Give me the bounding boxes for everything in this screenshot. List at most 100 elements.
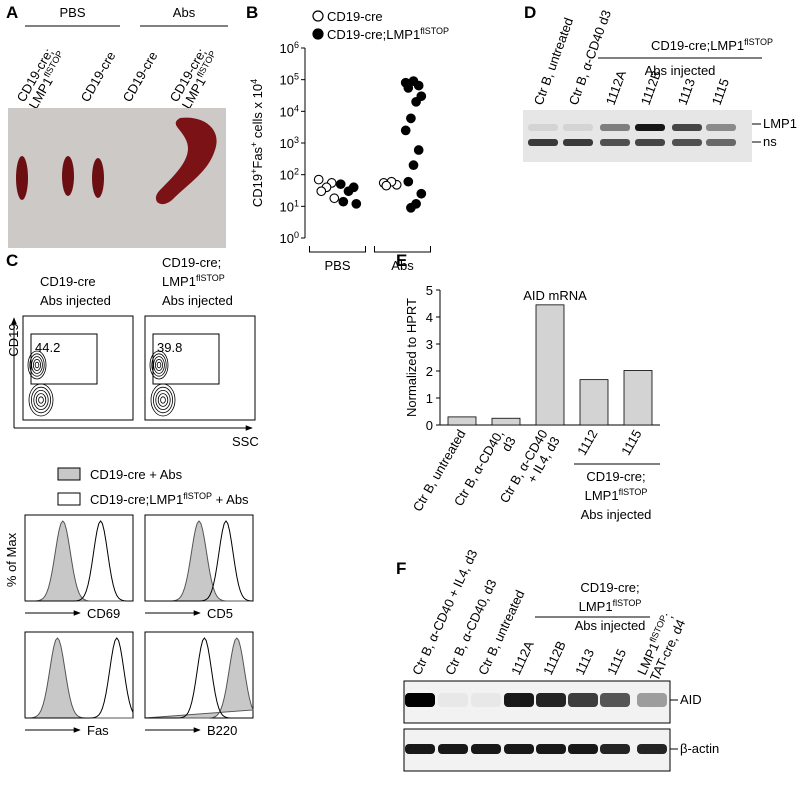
point (403, 83, 414, 93)
rotated-label: CD19 (6, 323, 21, 356)
panel-label: B (246, 3, 258, 22)
y-tick-base: 10 (280, 104, 294, 119)
rotated-label: CD19-cre (120, 49, 161, 105)
contour (27, 350, 47, 380)
y-tick-label: 2 (426, 364, 433, 379)
rotated-label: 1113 (675, 77, 698, 108)
header-label: CD19-cre;LMP1flSTOP (651, 37, 773, 53)
point (343, 186, 354, 197)
band (637, 693, 667, 707)
y-tick-label: 100 (280, 230, 299, 246)
y-tick-label: 104 (280, 103, 299, 119)
x-tick-label: d3 (498, 434, 518, 454)
contour (155, 389, 171, 410)
header-label-part: CD19-cre;LMP1 (651, 38, 744, 53)
gate-value: 44.2 (35, 340, 60, 355)
header-label-sup: flSTOP (613, 598, 642, 608)
legend-label: CD19-cre;LMP1flSTOP + Abs (90, 491, 249, 507)
category-bracket (374, 246, 431, 253)
legend-label: CD19-cre (327, 9, 383, 24)
band-label: ns (763, 134, 777, 149)
band (504, 693, 534, 707)
panel-label: D (524, 3, 536, 22)
rotated-label: CD19+Fas+ cells x 104 (249, 79, 265, 207)
contour (154, 358, 163, 371)
header-label-sup: flSTOP (744, 37, 773, 47)
y-axis-label-sup: 4 (249, 79, 259, 84)
y-tick-label: 106 (280, 40, 299, 56)
contour (33, 389, 49, 410)
contour (33, 358, 42, 371)
bar (623, 370, 653, 426)
band (438, 693, 468, 707)
lane-label: 1115 (709, 77, 732, 108)
point (403, 176, 414, 187)
plot-frame (24, 631, 134, 719)
y-axis-label-part: cells x 10 (250, 84, 265, 142)
chart-title: AID mRNA (523, 288, 587, 303)
axis-label: SSC (232, 434, 259, 449)
y-tick-exp: 3 (294, 135, 299, 145)
group-label: PBS (59, 5, 85, 20)
plot-title: LMP1flSTOP (162, 273, 225, 289)
y-axis-label-sup: + (249, 142, 259, 147)
point (408, 160, 419, 170)
contour (29, 353, 45, 377)
spleen (62, 156, 74, 196)
contour (150, 383, 176, 417)
panel-label: C (6, 251, 18, 270)
y-tick-label: 105 (280, 72, 299, 88)
band (563, 124, 593, 131)
point (338, 196, 349, 207)
point (411, 96, 421, 107)
rotated-label: 1113 (572, 646, 597, 677)
histogram-control (24, 637, 133, 719)
point (406, 113, 416, 124)
band (600, 139, 630, 146)
marker-label: Fas (87, 723, 109, 738)
y-tick-base: 10 (280, 136, 294, 151)
contour (157, 393, 169, 407)
plot-title: CD19-cre; (162, 255, 221, 270)
contour (30, 386, 52, 414)
blot (523, 110, 752, 162)
y-tick-label: 4 (426, 310, 433, 325)
group-label: CD19-cre; (586, 469, 645, 484)
histogram-lmp1 (145, 637, 253, 719)
x-tick-label: 1112 (574, 427, 600, 458)
y-tick-exp: 5 (294, 72, 299, 82)
point (316, 186, 327, 197)
rotated-label: 1112A (508, 638, 537, 677)
lane-label-part: ; (661, 611, 676, 621)
rotated-label: 1112 (574, 427, 600, 458)
axis-label: % of Max (4, 532, 19, 587)
y-axis-label-part: CD19 (250, 174, 265, 207)
rotated-label: 1115 (709, 77, 732, 108)
rotated-label: CD19-cre (78, 49, 119, 105)
legend-marker (312, 28, 324, 40)
contour (28, 383, 54, 417)
contour (156, 361, 162, 369)
y-tick-exp: 4 (294, 103, 299, 113)
plot-title: Abs injected (40, 293, 111, 308)
band (635, 124, 665, 131)
spleen (155, 117, 217, 205)
y-axis-label: Normalized to HPRT (404, 298, 419, 417)
y-tick-exp: 2 (294, 167, 299, 177)
band-label: β-actin (680, 741, 719, 756)
y-tick-label: 3 (426, 337, 433, 352)
band (600, 693, 630, 707)
y-tick-base: 10 (280, 199, 294, 214)
band (568, 744, 598, 754)
spleen (16, 156, 28, 200)
y-tick-base: 10 (280, 168, 294, 183)
y-tick-base: 10 (280, 73, 294, 88)
point (416, 188, 427, 199)
point (413, 145, 424, 155)
histogram-lmp1 (25, 637, 134, 719)
y-tick-exp: 0 (294, 230, 299, 240)
sample-label: CD19-cre (120, 49, 161, 105)
header-label: CD19-cre; (580, 580, 639, 595)
panel-label: E (396, 251, 407, 270)
contour (151, 353, 167, 377)
